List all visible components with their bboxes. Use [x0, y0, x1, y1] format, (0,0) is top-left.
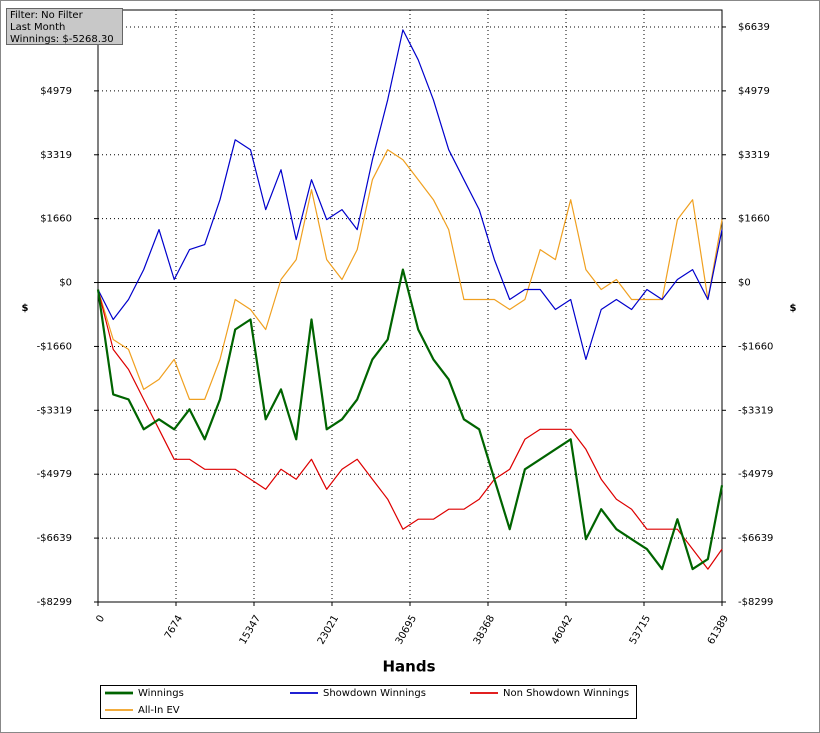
y-tick-label: -$8299 [37, 597, 72, 608]
y-tick-label: -$4979 [37, 469, 72, 480]
info-box [6, 8, 123, 45]
legend-label: Non Showdown Winnings [503, 688, 629, 699]
y2-tick-label: $6639 [738, 22, 770, 33]
y2-tick-label: $3319 [738, 150, 770, 161]
y-tick-label: -$1660 [37, 341, 72, 352]
series-line [97, 149, 723, 400]
y2-tick-label: -$4979 [738, 469, 773, 480]
x-tick-label: 0 [94, 614, 107, 625]
y2-tick-label: -$1660 [738, 341, 773, 352]
legend [100, 685, 637, 719]
y-tick-label: -$6639 [37, 533, 72, 544]
series-line [96, 268, 724, 571]
y-axis-label: $ [22, 303, 29, 314]
y2-tick-label: -$6639 [738, 533, 773, 544]
info-text: Last Month [10, 22, 65, 33]
series-line [97, 289, 723, 570]
y2-tick-label: $1660 [738, 214, 770, 225]
y2-axis-label: $ [790, 303, 797, 314]
y-tick-label: $1660 [40, 214, 72, 225]
legend-label: All-In EV [138, 705, 180, 716]
y2-tick-label: $4979 [738, 86, 770, 97]
y2-tick-label: $0 [738, 278, 751, 289]
y2-tick-label: -$3319 [738, 405, 773, 416]
info-text: Winnings: $-5268.30 [10, 34, 114, 45]
legend-label: Winnings [138, 688, 184, 699]
y-tick-label: $0 [59, 278, 72, 289]
y-tick-label: $3319 [40, 150, 72, 161]
y-tick-label: $4979 [40, 86, 72, 97]
x-axis-label: Hands [382, 658, 435, 676]
y2-tick-label: -$8299 [738, 597, 773, 608]
legend-label: Showdown Winnings [323, 688, 426, 699]
y-tick-label: -$3319 [37, 405, 72, 416]
info-text: Filter: No Filter [10, 10, 84, 21]
series-line [97, 29, 723, 360]
